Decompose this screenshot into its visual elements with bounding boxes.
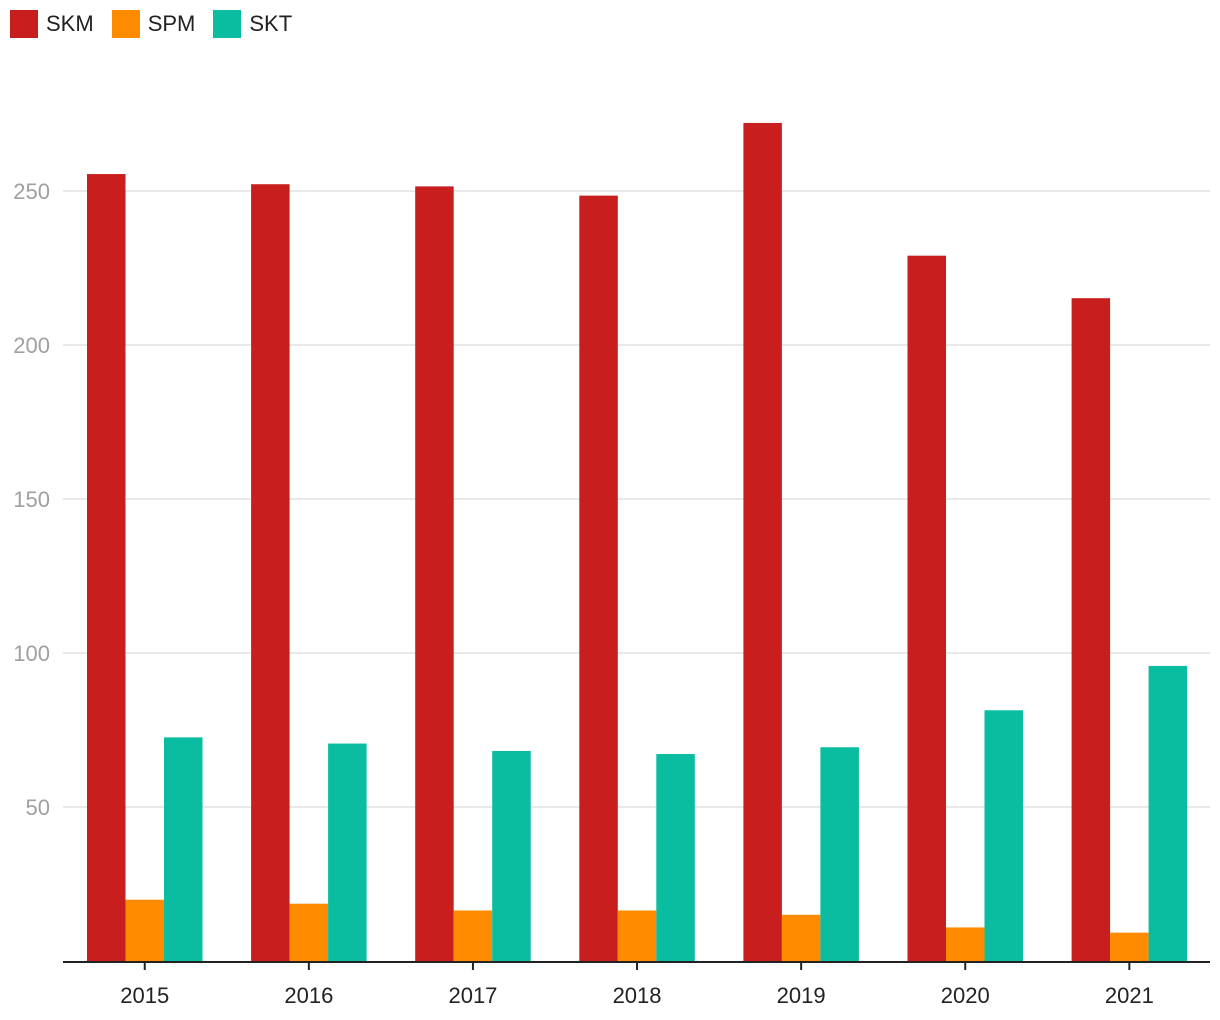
x-tick-label: 2021 (1105, 983, 1154, 1008)
bar-spm-2016[interactable] (289, 903, 329, 961)
legend: SKM SPM SKT (10, 10, 292, 38)
legend-swatch (10, 10, 38, 38)
y-tick-label: 50 (26, 795, 50, 820)
bar-spm-2020[interactable] (946, 927, 985, 961)
legend-item-skt[interactable]: SKT (213, 10, 292, 38)
x-axis-ticks: 2015 2016 2017 2018 2019 2020 2021 (120, 962, 1154, 1008)
bar-spm-2017[interactable] (453, 910, 493, 961)
bar-spm-2019[interactable] (781, 914, 821, 961)
legend-swatch (213, 10, 242, 38)
x-tick-label: 2020 (941, 983, 990, 1008)
bar-skm-2019[interactable] (743, 122, 782, 961)
legend-label: SKM (46, 11, 94, 36)
bar-skt-2018[interactable] (656, 754, 695, 961)
legend-label: SPM (147, 11, 196, 36)
bar-skt-2021[interactable] (1148, 665, 1188, 961)
bar-skm-2020[interactable] (907, 255, 947, 961)
bar-skm-2021[interactable] (1071, 298, 1111, 962)
bar-skm-2015[interactable] (87, 174, 126, 961)
bar-skt-2017[interactable] (492, 750, 531, 961)
y-tick-label: 250 (13, 179, 50, 204)
bar-skt-2015[interactable] (164, 737, 203, 961)
grid-lines (63, 190, 1210, 808)
x-tick-label: 2018 (613, 983, 662, 1008)
y-tick-label: 100 (13, 641, 50, 666)
bar-spm-2021[interactable] (1110, 932, 1149, 961)
y-axis-ticks: 50 100 150 200 250 (13, 179, 50, 820)
bar-skt-2016[interactable] (328, 743, 367, 961)
legend-label: SKT (249, 11, 293, 36)
bar-spm-2015[interactable] (125, 899, 165, 961)
y-tick-label: 200 (13, 333, 50, 358)
x-tick-label: 2016 (284, 983, 333, 1008)
bar-spm-2018[interactable] (617, 910, 657, 961)
bar-skm-2016[interactable] (251, 184, 290, 961)
bar-skm-2018[interactable] (579, 195, 618, 961)
legend-swatch (111, 10, 140, 38)
x-tick-label: 2019 (777, 983, 826, 1008)
bars (87, 122, 1188, 962)
x-tick-label: 2015 (120, 983, 169, 1008)
bar-skt-2020[interactable] (984, 710, 1024, 961)
legend-item-skm[interactable]: SKM (10, 10, 94, 38)
y-tick-label: 150 (13, 487, 50, 512)
legend-item-spm[interactable]: SPM (111, 10, 196, 38)
x-tick-label: 2017 (448, 983, 497, 1008)
bar-skt-2019[interactable] (820, 747, 859, 961)
bar-skm-2017[interactable] (415, 186, 454, 961)
